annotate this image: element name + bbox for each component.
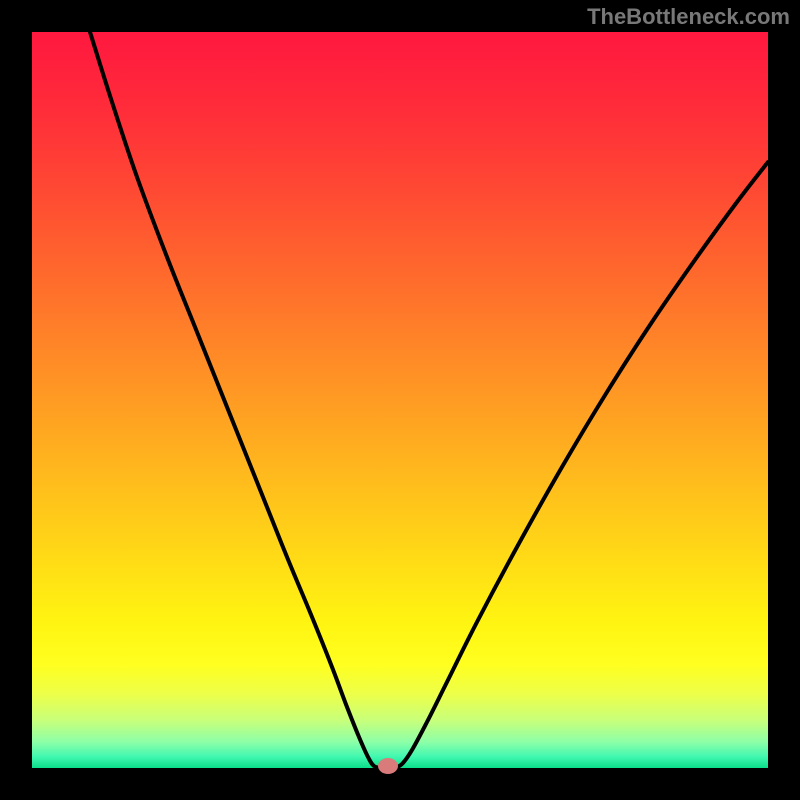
- chart-container: TheBottleneck.com: [0, 0, 800, 800]
- plot-area: [32, 32, 768, 768]
- optimal-point-marker: [378, 758, 398, 774]
- bottleneck-curve: [32, 32, 768, 768]
- watermark-text: TheBottleneck.com: [587, 4, 790, 30]
